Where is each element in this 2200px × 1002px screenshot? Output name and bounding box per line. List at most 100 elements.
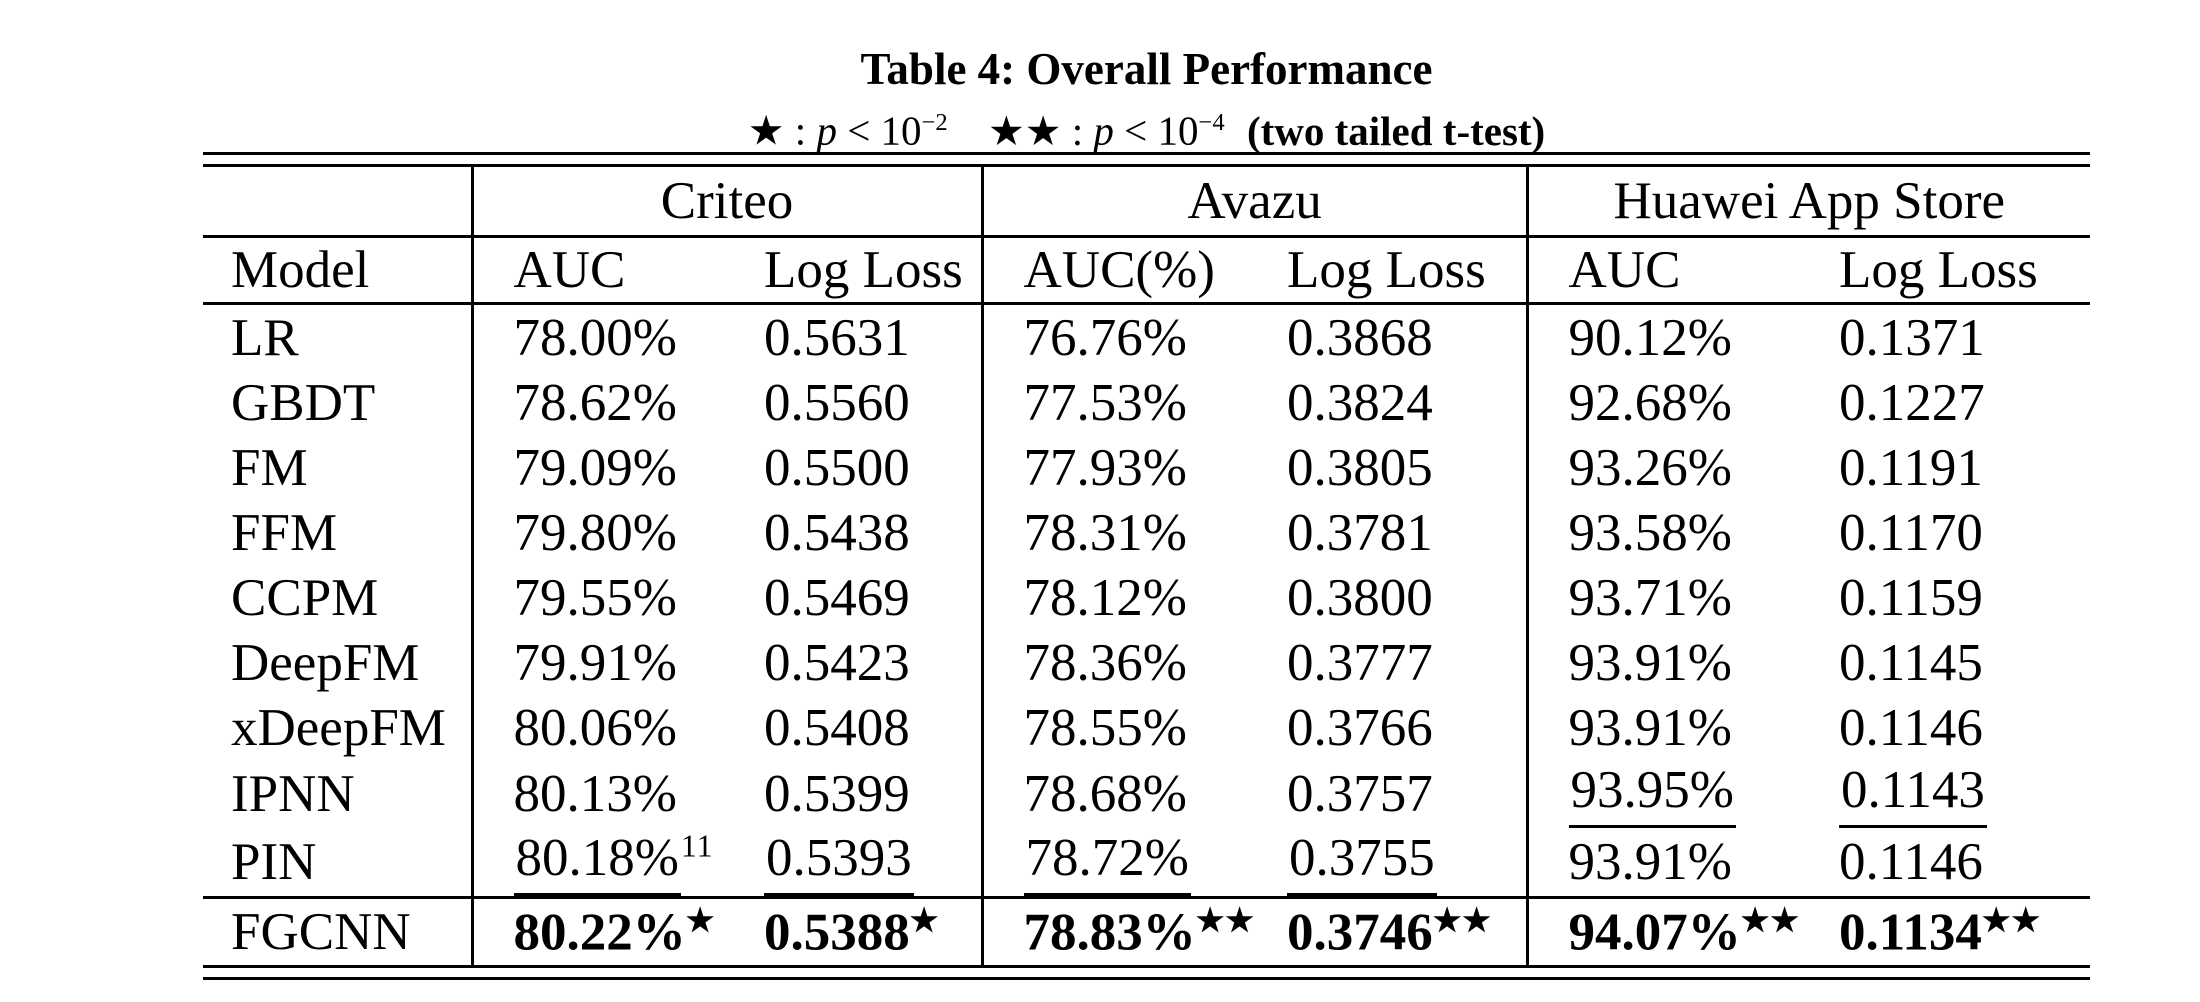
- metric-value: 0.1145: [1839, 633, 1983, 692]
- value-cell: 0.1146: [1799, 828, 2090, 898]
- metric-value: 78.55%: [1023, 698, 1187, 757]
- metric-value: 0.1134: [1839, 903, 1982, 962]
- value-cell: 80.18%11: [470, 828, 724, 898]
- metric-value: 77.53%: [1023, 373, 1187, 432]
- value-cell: 93.58%: [1525, 500, 1800, 565]
- metric-value: 0.3781: [1287, 503, 1433, 562]
- model-name-cell: FFM: [231, 503, 338, 562]
- value-cell: 79.55%: [470, 565, 724, 630]
- value-cell: 92.68%: [1525, 370, 1800, 435]
- value-cell: 0.1371: [1799, 304, 2090, 371]
- model-name-cell: FGCNN: [203, 896, 472, 967]
- table-row-fm: FM 79.09% 0.5500 77.93% 0.3805 93.26% 0.1191: [203, 435, 2090, 500]
- metric-value: 0.5399: [764, 765, 910, 823]
- corner-empty-cell: [203, 165, 472, 238]
- significance-stars: ★★: [1740, 902, 1800, 938]
- col-header-criteo-logloss: Log Loss: [724, 236, 983, 305]
- performance-table: Criteo Avazu Huawei App Store Model AUC …: [203, 164, 2091, 968]
- value-cell: 76.76%: [980, 303, 1248, 370]
- value-cell: 0.3824: [1247, 370, 1527, 435]
- value-cell: 93.71%: [1525, 565, 1800, 630]
- significance-stars: ★: [909, 902, 940, 938]
- col-header-huawei-logloss: Log Loss: [1799, 236, 2091, 305]
- single-star-symbol: ★ :: [747, 107, 807, 154]
- value-cell: 78.55%: [980, 695, 1248, 760]
- legend-test-note: (two tailed t-test): [1246, 107, 1546, 154]
- metric-value: 79.91%: [513, 633, 677, 692]
- metric-value: 79.09%: [513, 438, 677, 497]
- value-cell: 93.26%: [1525, 435, 1800, 500]
- value-cell: 77.93%: [980, 435, 1248, 500]
- value-cell: 0.3868: [1247, 304, 1527, 371]
- significance-stars: ★★: [1432, 902, 1492, 938]
- legend-exponent-1: −2: [921, 109, 948, 136]
- value-cell: 0.3755: [1247, 828, 1527, 898]
- metric-value: 0.5393: [764, 828, 914, 896]
- model-name-cell: xDeepFM: [231, 698, 446, 757]
- col-header-model: Model: [203, 236, 472, 305]
- metric-value: 79.80%: [513, 503, 677, 562]
- col-header-criteo-auc: AUC: [470, 236, 724, 305]
- metric-value: 0.3755: [1287, 828, 1437, 896]
- group-header-criteo: Criteo: [470, 165, 983, 238]
- value-cell: 0.1191: [1799, 435, 2090, 500]
- metric-value: 0.1143: [1839, 760, 1987, 828]
- table-caption-title: Table 4: Overall Performance: [860, 44, 1433, 94]
- value-cell: 0.5399: [724, 760, 982, 828]
- significance-legend: ★ : p < 10−2 ★★ : p < 10−4 (two tailed t…: [203, 98, 2090, 156]
- table-row-pin: PIN 80.18%11 0.5393 78.72% 0.3755 93.91% 0.114…: [203, 828, 2090, 898]
- metric-value: 78.62%: [513, 373, 677, 432]
- metric-value: 93.58%: [1568, 503, 1732, 562]
- value-cell: 0.5388★: [724, 896, 983, 967]
- metric-value: 93.91%: [1568, 633, 1732, 692]
- value-cell: 0.5560: [724, 370, 982, 435]
- metric-value: 77.93%: [1023, 438, 1187, 497]
- value-cell: 78.31%: [980, 500, 1248, 565]
- model-name-cell: FM: [231, 438, 308, 497]
- value-cell: 0.1227: [1799, 370, 2090, 435]
- col-header-huawei-auc: AUC: [1525, 236, 1800, 305]
- model-name-cell: IPNN: [231, 765, 355, 823]
- metric-value: 0.1371: [1839, 308, 1985, 367]
- metric-value: 78.31%: [1023, 503, 1187, 562]
- value-cell: 79.91%: [470, 630, 724, 695]
- metric-value: 94.07%: [1568, 903, 1741, 962]
- value-cell: 0.1143: [1799, 760, 2090, 828]
- significance-stars: ★★: [1195, 902, 1255, 938]
- metric-value: 0.1227: [1839, 373, 1985, 432]
- value-cell: 94.07%★★: [1525, 896, 1800, 967]
- value-cell: 0.3746★★: [1247, 896, 1528, 967]
- value-cell: 0.3781: [1247, 500, 1527, 565]
- table-row-fgcnn: FGCNN 80.22%★ 0.5388★ 78.83%★★ 0.3746★★ 94.07…: [203, 896, 2091, 967]
- value-cell: 78.12%: [980, 565, 1248, 630]
- metric-value: 78.36%: [1023, 633, 1187, 692]
- value-cell: 93.95%: [1525, 760, 1800, 828]
- value-cell: 0.1159: [1799, 565, 2090, 630]
- value-cell: 78.00%: [470, 303, 724, 370]
- value-cell: 78.72%: [980, 828, 1248, 898]
- metric-value: 0.5469: [764, 568, 910, 627]
- group-header-huawei-app-store: Huawei App Store: [1525, 165, 2091, 238]
- value-cell: 93.91%: [1525, 630, 1800, 695]
- column-header-row: Model AUC Log Loss AUC(%) Log Loss AUC L…: [203, 236, 2091, 305]
- metric-value: 79.55%: [513, 568, 677, 627]
- value-cell: 0.1146: [1799, 695, 2090, 760]
- metric-value: 93.71%: [1568, 568, 1732, 627]
- metric-value: 0.3824: [1287, 373, 1433, 432]
- metric-value: 78.83%: [1023, 903, 1196, 962]
- metric-value: 78.72%: [1023, 828, 1191, 896]
- significance-stars: ★: [685, 902, 716, 938]
- metric-value: 78.00%: [513, 308, 677, 367]
- model-name-cell: CCPM: [231, 568, 379, 627]
- table-row-ffm: FFM 79.80% 0.5438 78.31% 0.3781 93.58% 0.1170: [203, 500, 2090, 565]
- metric-value: 78.68%: [1023, 765, 1187, 823]
- footnote-marker: 11: [680, 828, 714, 864]
- metric-value: 0.1191: [1839, 438, 1983, 497]
- metric-value: 0.3777: [1287, 633, 1433, 692]
- value-cell: 77.53%: [980, 370, 1248, 435]
- value-cell: 0.3800: [1247, 565, 1527, 630]
- model-name-cell: PIN: [231, 833, 317, 891]
- legend-exponent-2: −4: [1198, 109, 1225, 136]
- value-cell: 0.3757: [1247, 760, 1527, 828]
- table-row-deepfm: DeepFM 79.91% 0.5423 78.36% 0.3777 93.91% 0.11…: [203, 630, 2090, 695]
